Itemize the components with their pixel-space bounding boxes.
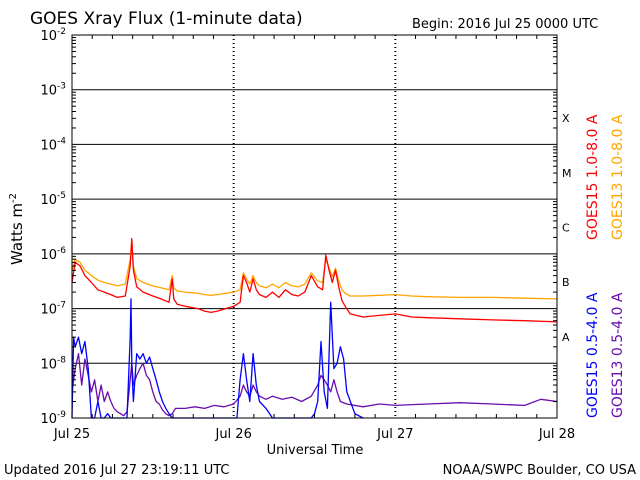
legend: GOES15 1.0-8.0 A GOES13 1.0-8.0 A GOES15 0… bbox=[585, 114, 626, 418]
series-line bbox=[71, 237, 558, 323]
y-tick-label-base: 10 bbox=[40, 303, 57, 318]
y-tick-label-exponent: -4 bbox=[57, 136, 66, 146]
y-tick-label: 10-4 bbox=[40, 136, 66, 153]
y-tick-label-exponent: -5 bbox=[57, 191, 66, 201]
y-tick-label: 10-6 bbox=[40, 246, 66, 263]
y-tick-label: 10-7 bbox=[40, 301, 66, 318]
y-tick-label-base: 10 bbox=[40, 29, 57, 44]
flare-class-label: M bbox=[562, 167, 572, 180]
x-tick-label: Jul 27 bbox=[376, 427, 413, 442]
y-tick-label-exponent: -9 bbox=[57, 410, 66, 420]
y-tick-label-base: 10 bbox=[40, 84, 57, 99]
flare-class-label: B bbox=[562, 276, 570, 289]
y-axis-label-text: Watts m bbox=[8, 203, 26, 265]
begin-label: Begin: 2016 Jul 25 0000 UTC bbox=[412, 17, 598, 32]
y-tick-label: 10-9 bbox=[40, 410, 66, 427]
footer-updated: Updated 2016 Jul 27 23:19:11 UTC bbox=[4, 463, 229, 478]
y-tick-label-base: 10 bbox=[40, 248, 57, 263]
y-tick-label: 10-5 bbox=[40, 191, 66, 208]
y-axis-label: Watts m-2 bbox=[8, 193, 26, 265]
flare-class-label: X bbox=[562, 112, 570, 125]
y-tick-label: 10-8 bbox=[40, 355, 66, 372]
plot-frame bbox=[71, 34, 558, 419]
flare-class-label: C bbox=[562, 222, 570, 235]
grid-layer bbox=[72, 35, 557, 418]
x-axis-label: Universal Time bbox=[267, 443, 364, 458]
y-axis-label-superscript: -2 bbox=[8, 193, 19, 203]
legend-entry: GOES15 1.0-8.0 A bbox=[585, 114, 601, 240]
y-tick-label: 10-2 bbox=[40, 27, 66, 44]
footer-credit: NOAA/SWPC Boulder, CO USA bbox=[443, 463, 636, 478]
y-tick-label-exponent: -7 bbox=[57, 301, 66, 311]
y-tick-label: 10-3 bbox=[40, 82, 66, 99]
series-line bbox=[71, 353, 558, 417]
legend-entry: GOES13 1.0-8.0 A bbox=[610, 114, 626, 240]
y-tick-label-exponent: -8 bbox=[57, 355, 66, 365]
y-tick-label-base: 10 bbox=[40, 193, 57, 208]
y-tick-label-exponent: -2 bbox=[57, 27, 66, 37]
chart-title: GOES Xray Flux (1-minute data) bbox=[30, 9, 303, 29]
y-tick-label-exponent: -6 bbox=[57, 246, 66, 256]
flare-class-label: A bbox=[562, 331, 570, 344]
x-tick-label: Jul 28 bbox=[538, 427, 575, 442]
y-tick-label-base: 10 bbox=[40, 412, 57, 427]
y-tick-label-base: 10 bbox=[40, 138, 57, 153]
x-tick-label: Jul 26 bbox=[214, 427, 251, 442]
y-tick-label-base: 10 bbox=[40, 357, 57, 372]
series-layer bbox=[71, 237, 558, 419]
y-tick-label-exponent: -3 bbox=[57, 82, 66, 92]
legend-entry: GOES15 0.5-4.0 A bbox=[585, 292, 601, 418]
x-tick-label: Jul 25 bbox=[53, 427, 90, 442]
legend-entry: GOES13 0.5-4.0 A bbox=[610, 292, 626, 418]
series-line bbox=[71, 298, 364, 419]
series-line bbox=[71, 240, 558, 300]
